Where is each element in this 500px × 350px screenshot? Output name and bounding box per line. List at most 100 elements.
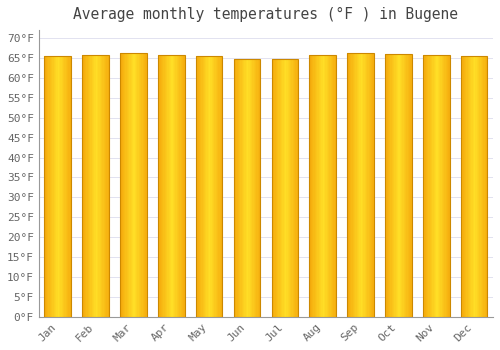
Bar [400,54,401,317]
Bar [210,56,212,317]
Bar [242,59,243,317]
Bar [234,59,260,317]
Bar [385,54,386,317]
Bar [312,55,314,317]
Bar [424,55,426,317]
Bar [368,53,370,317]
Bar [120,53,146,317]
Bar [51,56,52,317]
Bar [389,54,390,317]
Bar [136,53,138,317]
Bar [108,55,109,317]
Bar [126,53,127,317]
Bar [272,59,298,317]
Bar [158,55,160,317]
Bar [324,55,326,317]
Bar [277,59,278,317]
Bar [410,54,412,317]
Bar [318,55,320,317]
Bar [50,56,51,317]
Bar [158,55,184,317]
Bar [70,56,71,317]
Bar [366,53,367,317]
Bar [243,59,244,317]
Bar [82,55,84,317]
Bar [67,56,68,317]
Bar [438,55,439,317]
Bar [426,55,427,317]
Bar [423,55,450,317]
Bar [180,55,182,317]
Bar [393,54,394,317]
Bar [406,54,408,317]
Bar [442,55,443,317]
Bar [372,53,374,317]
Bar [294,59,296,317]
Bar [472,56,473,317]
Bar [430,55,431,317]
Bar [48,56,50,317]
Bar [392,54,393,317]
Bar [144,53,146,317]
Bar [480,56,481,317]
Bar [481,56,482,317]
Bar [328,55,330,317]
Bar [94,55,96,317]
Bar [135,53,136,317]
Bar [142,53,144,317]
Bar [93,55,94,317]
Bar [401,54,402,317]
Bar [390,54,392,317]
Bar [408,54,409,317]
Bar [235,59,236,317]
Bar [46,56,47,317]
Bar [58,56,59,317]
Bar [278,59,280,317]
Bar [461,56,487,317]
Bar [182,55,183,317]
Bar [246,59,247,317]
Bar [314,55,315,317]
Bar [85,55,86,317]
Bar [82,55,109,317]
Bar [285,59,286,317]
Bar [248,59,250,317]
Bar [386,54,388,317]
Bar [63,56,64,317]
Bar [239,59,240,317]
Bar [196,56,222,317]
Bar [183,55,184,317]
Bar [288,59,289,317]
Bar [320,55,322,317]
Bar [120,53,122,317]
Bar [482,56,484,317]
Bar [197,56,198,317]
Bar [134,53,135,317]
Bar [98,55,100,317]
Bar [104,55,105,317]
Bar [208,56,209,317]
Bar [367,53,368,317]
Bar [122,53,123,317]
Bar [315,55,316,317]
Bar [356,53,358,317]
Bar [198,56,200,317]
Bar [280,59,281,317]
Bar [204,56,205,317]
Title: Average monthly temperatures (°F ) in Bugene: Average monthly temperatures (°F ) in Bu… [74,7,458,22]
Bar [86,55,88,317]
Bar [212,56,213,317]
Bar [310,55,336,317]
Bar [90,55,92,317]
Bar [334,55,336,317]
Bar [281,59,282,317]
Bar [200,56,201,317]
Bar [464,56,465,317]
Bar [397,54,398,317]
Bar [396,54,397,317]
Bar [297,59,298,317]
Bar [131,53,132,317]
Bar [252,59,254,317]
Bar [44,56,46,317]
Bar [101,55,102,317]
